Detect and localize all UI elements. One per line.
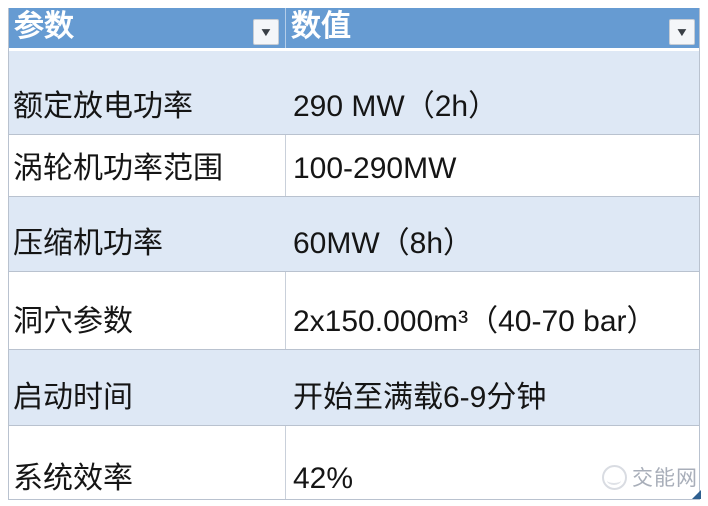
param-text: 额定放电功率	[13, 89, 193, 123]
column-header-param-label: 参数	[14, 10, 74, 43]
column-header-param[interactable]: 参数 ▼	[9, 8, 286, 48]
table-body: 额定放电功率 290 MW（2h） 涡轮机功率范围 100-290MW 压缩机功…	[9, 51, 699, 499]
value-text: 42%	[293, 461, 354, 495]
param-text: 涡轮机功率范围	[13, 151, 223, 185]
value-text: 290 MW（2h）	[293, 89, 499, 123]
param-cell[interactable]: 额定放电功率	[9, 51, 286, 134]
value-text: 开始至满载6-9分钟	[293, 380, 547, 414]
filter-dropdown-button-value[interactable]: ▼	[669, 19, 695, 45]
value-cell[interactable]: 60MW（8h）	[286, 197, 699, 271]
param-cell[interactable]: 系统效率	[9, 426, 286, 499]
column-header-value[interactable]: 数值 ▼	[286, 8, 699, 48]
value-cell[interactable]: 42%	[286, 426, 699, 499]
table-row: 涡轮机功率范围 100-290MW	[9, 134, 699, 196]
value-text: 2x150.000m³（40-70 bar）	[293, 304, 657, 338]
table-row: 启动时间 开始至满载6-9分钟	[9, 349, 699, 425]
param-cell[interactable]: 涡轮机功率范围	[9, 135, 286, 196]
data-table: 参数 ▼ 数值 ▼ 额定放电功率 290 MW（2h）	[8, 8, 700, 500]
table-row: 压缩机功率 60MW（8h）	[9, 196, 699, 271]
value-cell[interactable]: 开始至满载6-9分钟	[286, 350, 699, 425]
param-text: 压缩机功率	[13, 226, 163, 260]
value-cell[interactable]: 290 MW（2h）	[286, 51, 699, 134]
watermark-logo-icon	[602, 464, 627, 490]
param-text: 洞穴参数	[13, 304, 133, 338]
value-cell[interactable]: 2x150.000m³（40-70 bar）	[286, 272, 699, 349]
param-cell[interactable]: 压缩机功率	[9, 197, 286, 271]
value-text: 60MW（8h）	[293, 226, 474, 260]
filter-dropdown-button-param[interactable]: ▼	[253, 19, 279, 45]
table-row: 额定放电功率 290 MW（2h）	[9, 51, 699, 134]
table-header: 参数 ▼ 数值 ▼	[9, 8, 699, 51]
value-text: 100-290MW	[293, 151, 457, 185]
table-resize-handle[interactable]	[692, 490, 701, 499]
chevron-down-icon: ▼	[258, 25, 274, 39]
table-row: 洞穴参数 2x150.000m³（40-70 bar）	[9, 271, 699, 349]
value-cell[interactable]: 100-290MW	[286, 135, 699, 196]
param-text: 启动时间	[13, 380, 133, 414]
watermark-text: 交能网	[632, 467, 698, 490]
param-cell[interactable]: 洞穴参数	[9, 272, 286, 349]
param-cell[interactable]: 启动时间	[9, 350, 286, 425]
watermark: 交能网	[602, 462, 698, 492]
column-header-value-label: 数值	[291, 10, 351, 43]
table-row: 系统效率 42%	[9, 425, 699, 499]
chevron-down-icon: ▼	[674, 25, 690, 39]
param-text: 系统效率	[13, 461, 133, 495]
